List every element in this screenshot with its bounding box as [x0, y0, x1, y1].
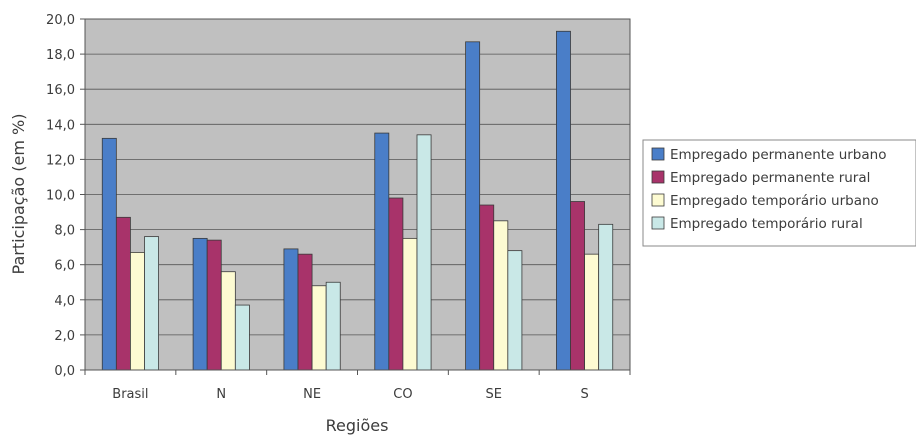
bar: [144, 236, 159, 371]
legend-label: Empregado permanente rural: [670, 170, 870, 186]
bar: [416, 134, 432, 371]
bar: [465, 41, 481, 371]
bar: [234, 304, 250, 371]
legend-box: [642, 139, 916, 247]
x-tick-label: SE: [486, 387, 502, 402]
bar: [115, 216, 131, 371]
legend-swatch: [651, 193, 665, 207]
legend-swatch: [651, 170, 665, 184]
bar: [374, 132, 390, 371]
legend-swatch: [651, 147, 665, 161]
x-tick-label: NE: [303, 387, 321, 402]
bar: [570, 201, 585, 371]
bar: [493, 220, 509, 371]
legend-label: Empregado temporário rural: [670, 216, 863, 232]
bar: [311, 285, 327, 371]
y-tick-label: 4,0: [54, 294, 75, 309]
bar: [507, 250, 523, 371]
legend-label: Empregado temporário urbano: [670, 193, 879, 209]
bar: [192, 237, 208, 371]
bar: [402, 237, 418, 371]
bar: [556, 30, 571, 371]
legend: Empregado permanente urbano Empregado per…: [642, 139, 916, 247]
x-tick-label: Brasil: [112, 387, 148, 402]
bar: [584, 253, 600, 371]
axes: 0,0 2,0 4,0 6,0 8,0 10,0 12,0 14,0 16,0 18,0 20,0 B…: [46, 13, 631, 402]
y-tick-label: 20,0: [46, 13, 75, 28]
y-tick-label: 6,0: [54, 259, 75, 274]
bar: [297, 253, 313, 371]
y-tick-label: 14,0: [46, 118, 75, 133]
bar: [388, 197, 404, 371]
y-tick-label: 2,0: [54, 329, 75, 344]
bar: [101, 137, 117, 371]
bar: [130, 252, 145, 371]
x-axis-title: Regiões: [326, 416, 389, 435]
y-tick-label: 16,0: [46, 83, 75, 98]
bar: [220, 271, 236, 371]
x-tick-label: S: [580, 387, 588, 402]
y-tick-label: 0,0: [54, 364, 75, 379]
bar: [479, 204, 495, 371]
y-axis-title: Participação (em %): [9, 114, 28, 275]
y-tick-label: 12,0: [46, 153, 75, 168]
y-tick-label: 10,0: [46, 189, 75, 204]
y-tick-label: 8,0: [54, 224, 75, 239]
x-tick-label: N: [216, 387, 226, 402]
legend-label: Empregado permanente urbano: [670, 147, 886, 163]
bar: [325, 281, 341, 371]
x-tick-label: CO: [393, 387, 412, 402]
y-tick-label: 18,0: [46, 48, 75, 63]
bar: [598, 223, 614, 371]
bar: [283, 248, 299, 371]
bar: [206, 239, 222, 371]
legend-swatch: [651, 216, 665, 230]
